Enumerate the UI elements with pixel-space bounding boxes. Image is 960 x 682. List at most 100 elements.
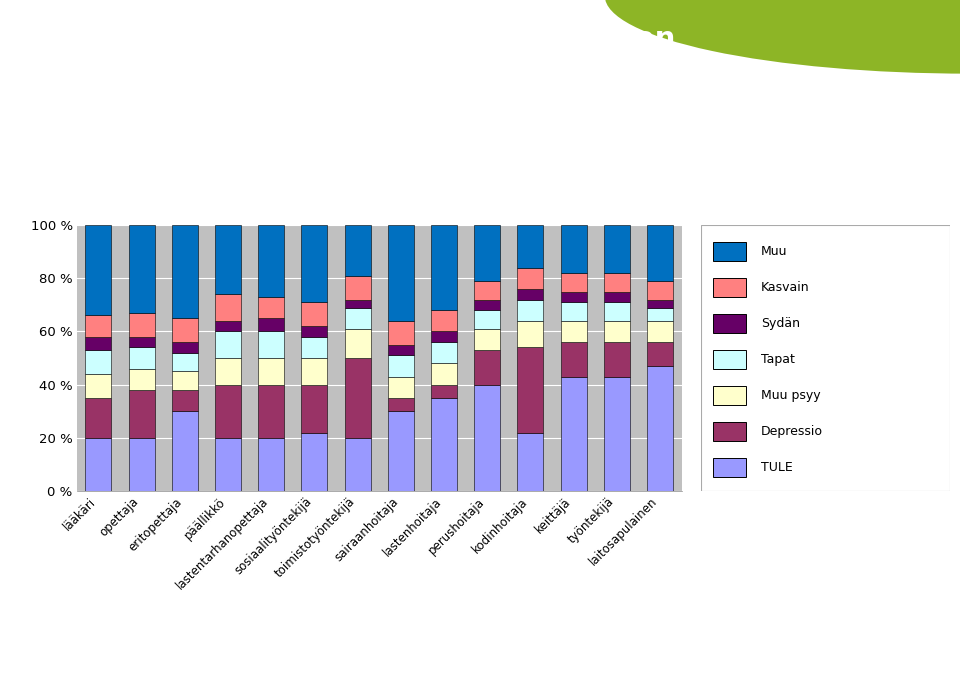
Bar: [561, 321, 587, 342]
Bar: [215, 294, 241, 321]
Text: Muu psyy: Muu psyy: [760, 389, 821, 402]
Bar: [517, 299, 543, 321]
Bar: [215, 438, 241, 491]
Bar: [85, 350, 111, 374]
Bar: [561, 273, 587, 291]
Text: ammateittain: ammateittain: [24, 98, 246, 126]
Bar: [129, 337, 155, 347]
Bar: [301, 385, 327, 432]
Bar: [85, 225, 111, 316]
Bar: [647, 225, 673, 281]
Bar: [517, 321, 543, 347]
Bar: [604, 342, 630, 376]
Bar: [215, 358, 241, 385]
Bar: [85, 374, 111, 398]
Text: Muu: Muu: [760, 245, 787, 258]
Bar: [129, 438, 155, 491]
Bar: [301, 302, 327, 326]
Bar: [517, 289, 543, 299]
Bar: [301, 225, 327, 302]
Bar: [345, 438, 371, 491]
Bar: [604, 273, 630, 291]
Bar: [172, 411, 198, 491]
Bar: [431, 331, 457, 342]
Bar: [215, 225, 241, 294]
Bar: [713, 422, 746, 441]
Bar: [129, 369, 155, 390]
Bar: [474, 225, 500, 281]
Bar: [713, 387, 746, 405]
Bar: [172, 371, 198, 390]
Bar: [713, 351, 746, 369]
Bar: [431, 310, 457, 331]
Bar: [172, 353, 198, 371]
Bar: [345, 358, 371, 438]
Text: Naisten sairauspoissaolot syyn mukaan: Naisten sairauspoissaolot syyn mukaan: [24, 25, 676, 53]
Bar: [561, 302, 587, 321]
Bar: [517, 225, 543, 267]
Text: TULE: TULE: [760, 461, 792, 474]
Bar: [85, 337, 111, 350]
Bar: [258, 438, 284, 491]
Bar: [647, 299, 673, 308]
Bar: [604, 225, 630, 273]
Bar: [604, 291, 630, 302]
Bar: [388, 376, 414, 398]
Bar: [604, 376, 630, 491]
Bar: [129, 390, 155, 438]
Bar: [215, 321, 241, 331]
Bar: [474, 299, 500, 310]
Bar: [85, 316, 111, 337]
Bar: [345, 329, 371, 358]
Bar: [647, 342, 673, 366]
Bar: [172, 225, 198, 318]
Bar: [647, 308, 673, 321]
Bar: [172, 318, 198, 342]
Bar: [561, 291, 587, 302]
Bar: [258, 358, 284, 385]
Bar: [388, 355, 414, 376]
Bar: [215, 385, 241, 438]
Bar: [561, 225, 587, 273]
Bar: [431, 385, 457, 398]
Bar: [301, 337, 327, 358]
Bar: [129, 313, 155, 337]
Bar: [431, 342, 457, 364]
Bar: [388, 398, 414, 411]
Bar: [474, 310, 500, 329]
Bar: [129, 225, 155, 313]
Bar: [561, 376, 587, 491]
Text: Sydän: Sydän: [760, 317, 800, 330]
Bar: [345, 308, 371, 329]
Bar: [517, 432, 543, 491]
Bar: [258, 318, 284, 331]
Bar: [431, 364, 457, 385]
Text: Tapat: Tapat: [760, 353, 795, 366]
Bar: [388, 225, 414, 321]
Bar: [85, 438, 111, 491]
Text: Kasvain: Kasvain: [760, 281, 809, 294]
Bar: [172, 390, 198, 411]
Bar: [129, 347, 155, 369]
Bar: [215, 331, 241, 358]
Bar: [388, 321, 414, 344]
Bar: [474, 329, 500, 350]
Bar: [85, 398, 111, 438]
Bar: [647, 366, 673, 491]
Bar: [345, 276, 371, 299]
Bar: [258, 385, 284, 438]
Bar: [713, 458, 746, 477]
Bar: [258, 225, 284, 297]
Bar: [474, 350, 500, 385]
Wedge shape: [605, 0, 960, 74]
Bar: [431, 225, 457, 310]
Text: (KELAn korvaamat poissaolopäivät kunnissa 2005): (KELAn korvaamat poissaolopäivät kunniss…: [24, 168, 481, 186]
Bar: [713, 314, 746, 333]
Bar: [474, 385, 500, 491]
Bar: [647, 281, 673, 299]
Bar: [431, 398, 457, 491]
Bar: [713, 278, 746, 297]
Bar: [258, 331, 284, 358]
Bar: [172, 342, 198, 353]
Bar: [345, 225, 371, 276]
